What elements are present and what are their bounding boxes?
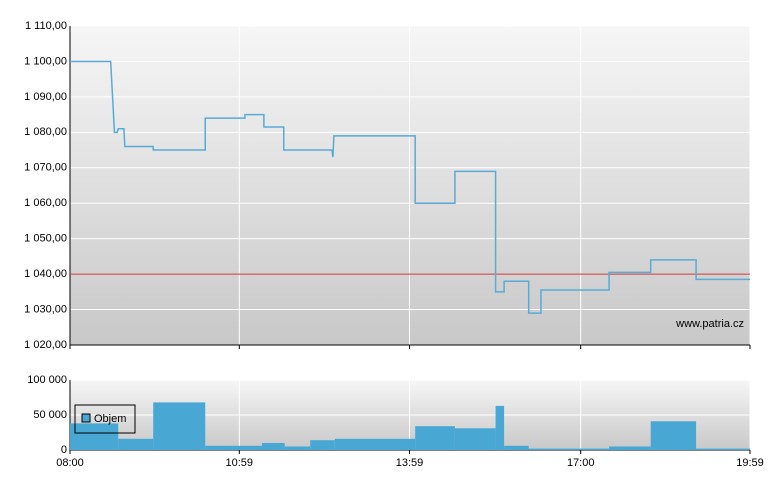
volume-bar: [310, 440, 335, 450]
y-tick-label: 1 050,00: [24, 233, 67, 245]
price-line: [70, 60, 750, 314]
volume-bar: [504, 445, 529, 450]
volume-bar: [495, 405, 505, 450]
volume-bar: [153, 402, 206, 450]
y-tick-label: 100 000: [27, 374, 67, 386]
y-tick-label: 1 060,00: [24, 197, 67, 209]
volume-bar: [415, 426, 455, 450]
volume-bar: [261, 443, 285, 450]
x-tick-label: 10:59: [226, 457, 254, 469]
volume-bar: [454, 428, 496, 450]
volume-bar: [205, 445, 262, 450]
y-tick-label: 1 110,00: [25, 20, 67, 32]
legend-label: Objem: [94, 413, 126, 425]
y-tick-label: 0: [61, 444, 67, 456]
y-tick-label: 1 070,00: [24, 162, 67, 174]
y-tick-label: 50 000: [33, 409, 67, 421]
x-tick-label: 17:00: [567, 457, 595, 469]
y-tick-label: 1 030,00: [24, 303, 67, 315]
volume-bar: [528, 448, 610, 450]
y-tick-label: 1 100,00: [24, 55, 67, 67]
y-tick-label: 1 020,00: [24, 339, 67, 351]
volume-bar: [650, 421, 697, 450]
y-tick-label: 1 040,00: [24, 268, 67, 280]
volume-bar: [70, 423, 119, 450]
x-tick-label: 08:00: [56, 457, 84, 469]
x-tick-label: 19:59: [736, 457, 764, 469]
legend-swatch: [81, 413, 91, 423]
volume-bar: [284, 446, 311, 450]
watermark: www.patria.cz: [675, 318, 744, 330]
legend-box: [74, 404, 136, 434]
volume-bar: [118, 438, 154, 450]
y-tick-label: 1 090,00: [24, 91, 67, 103]
x-tick-label: 13:59: [396, 457, 424, 469]
volume-bar: [334, 438, 416, 450]
volume-bar: [609, 446, 651, 450]
y-tick-label: 1 080,00: [24, 126, 67, 138]
volume-bar: [696, 448, 750, 450]
